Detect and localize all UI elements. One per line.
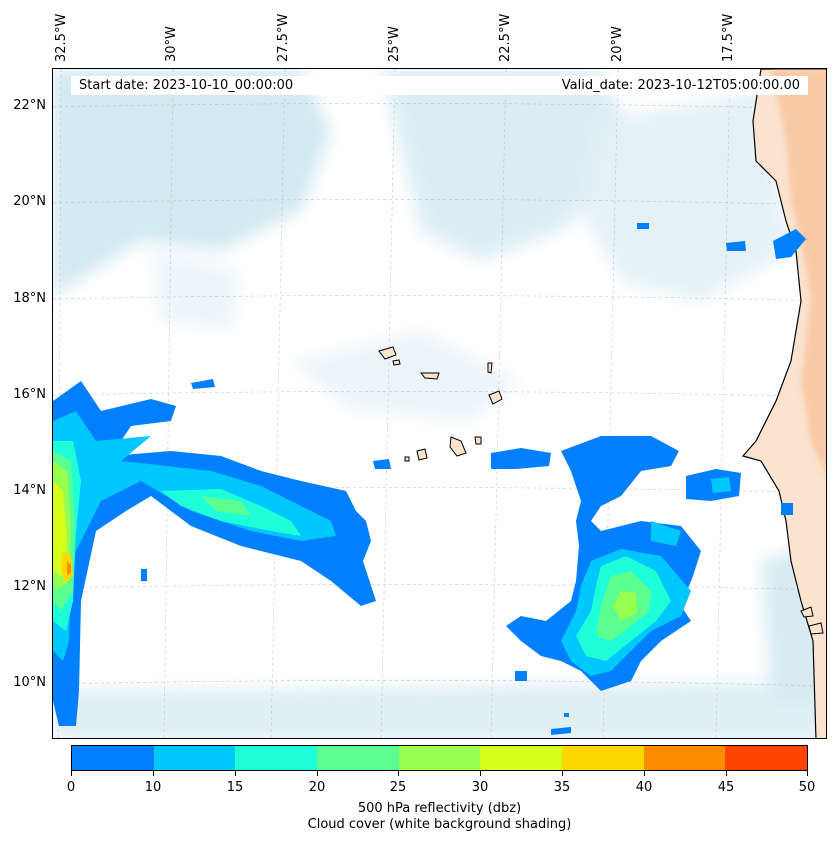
lon-label-27-5w: 27.5°W — [276, 13, 291, 62]
colorbar-tickmark — [235, 771, 236, 776]
colorbar-tickmark — [480, 771, 481, 776]
island-sao-nicolau — [419, 372, 440, 380]
island-boa-vista — [488, 390, 503, 405]
lon-label-32-5w: 32.5°W — [54, 13, 69, 62]
bijagos-islands — [800, 606, 824, 635]
colorbar-tickmark — [644, 771, 645, 776]
lat-label-12n: 12°N — [13, 579, 46, 594]
colorbar-tick-label: 50 — [798, 780, 816, 795]
cloud-mid-west — [151, 251, 241, 331]
colorbar-segment — [72, 746, 154, 770]
colorbar-segment — [480, 746, 563, 770]
colorbar-segment — [398, 746, 481, 770]
lon-label-20w: 20°W — [610, 26, 625, 62]
island-sal — [487, 362, 493, 374]
map-canvas[interactable] — [53, 69, 827, 739]
colorbar-tick-label: 35 — [553, 780, 571, 795]
colorbar-tickmark — [71, 771, 72, 776]
island-santo-antao — [378, 346, 397, 360]
island-santiago — [449, 436, 467, 457]
cloud-cover-layer — [53, 69, 826, 738]
island-fogo — [416, 448, 428, 461]
colorbar-tick-label: 45 — [717, 780, 735, 795]
lat-label-14n: 14°N — [13, 483, 46, 498]
cloud-north — [381, 69, 641, 261]
colorbar-tick-label: 30 — [471, 780, 489, 795]
valid-date-label: Valid_date: 2023-10-12T05:00:00.00 — [561, 78, 800, 93]
colorbar-tick-label: 10 — [144, 780, 162, 795]
sahara-orange-shading — [771, 69, 826, 477]
start-date-label: Start date: 2023-10-10_00:00:00 — [79, 78, 294, 93]
colorbar-segment — [235, 746, 318, 770]
map-panel[interactable] — [52, 68, 827, 739]
colorbar-tick-label: 15 — [226, 780, 244, 795]
colorbar-label-cloud-cover: Cloud cover (white background shading) — [307, 817, 572, 832]
lat-label-20n: 20°N — [13, 194, 46, 209]
colorbar-tickmark — [398, 771, 399, 776]
colorbar-segment — [643, 746, 726, 770]
reflectivity-west-system — [53, 379, 391, 726]
land-layer — [378, 69, 826, 738]
colorbar-segment — [562, 746, 644, 770]
colorbar-tickmark — [153, 771, 154, 776]
lat-label-16n: 16°N — [13, 387, 46, 402]
lat-label-22n: 22°N — [13, 98, 46, 113]
reflectivity-east-system — [491, 223, 806, 735]
colorbar-tickmark — [317, 771, 318, 776]
lon-label-22-5w: 22.5°W — [498, 13, 513, 62]
cloud-south — [53, 681, 826, 738]
lon-label-17-5w: 17.5°W — [721, 13, 736, 62]
lat-label-18n: 18°N — [13, 291, 46, 306]
colorbar-tickmark — [726, 771, 727, 776]
colorbar-tickmark — [807, 771, 808, 776]
date-info-bar: Start date: 2023-10-10_00:00:00 Valid_da… — [71, 76, 808, 95]
colorbar-segment — [153, 746, 236, 770]
cloud-nw — [53, 69, 331, 301]
cloud-center-wisps — [291, 331, 521, 421]
colorbar-tick-label: 20 — [308, 780, 326, 795]
colorbar-segment — [317, 746, 399, 770]
colorbar-segment — [725, 746, 808, 770]
island-maio — [474, 436, 482, 445]
colorbar-tick-label: 0 — [66, 780, 76, 795]
lat-label-10n: 10°N — [13, 675, 46, 690]
colorbar-label-reflectivity: 500 hPa reflectivity (dbz) — [357, 801, 522, 816]
colorbar-tickmark — [562, 771, 563, 776]
lon-label-30w: 30°W — [164, 26, 179, 62]
reflectivity-colorbar — [71, 745, 808, 771]
island-sao-vicente — [392, 359, 401, 366]
colorbar-tick-label: 25 — [389, 780, 407, 795]
island-brava — [404, 456, 410, 462]
lon-label-25w: 25°W — [387, 26, 402, 62]
colorbar-tick-label: 40 — [635, 780, 653, 795]
